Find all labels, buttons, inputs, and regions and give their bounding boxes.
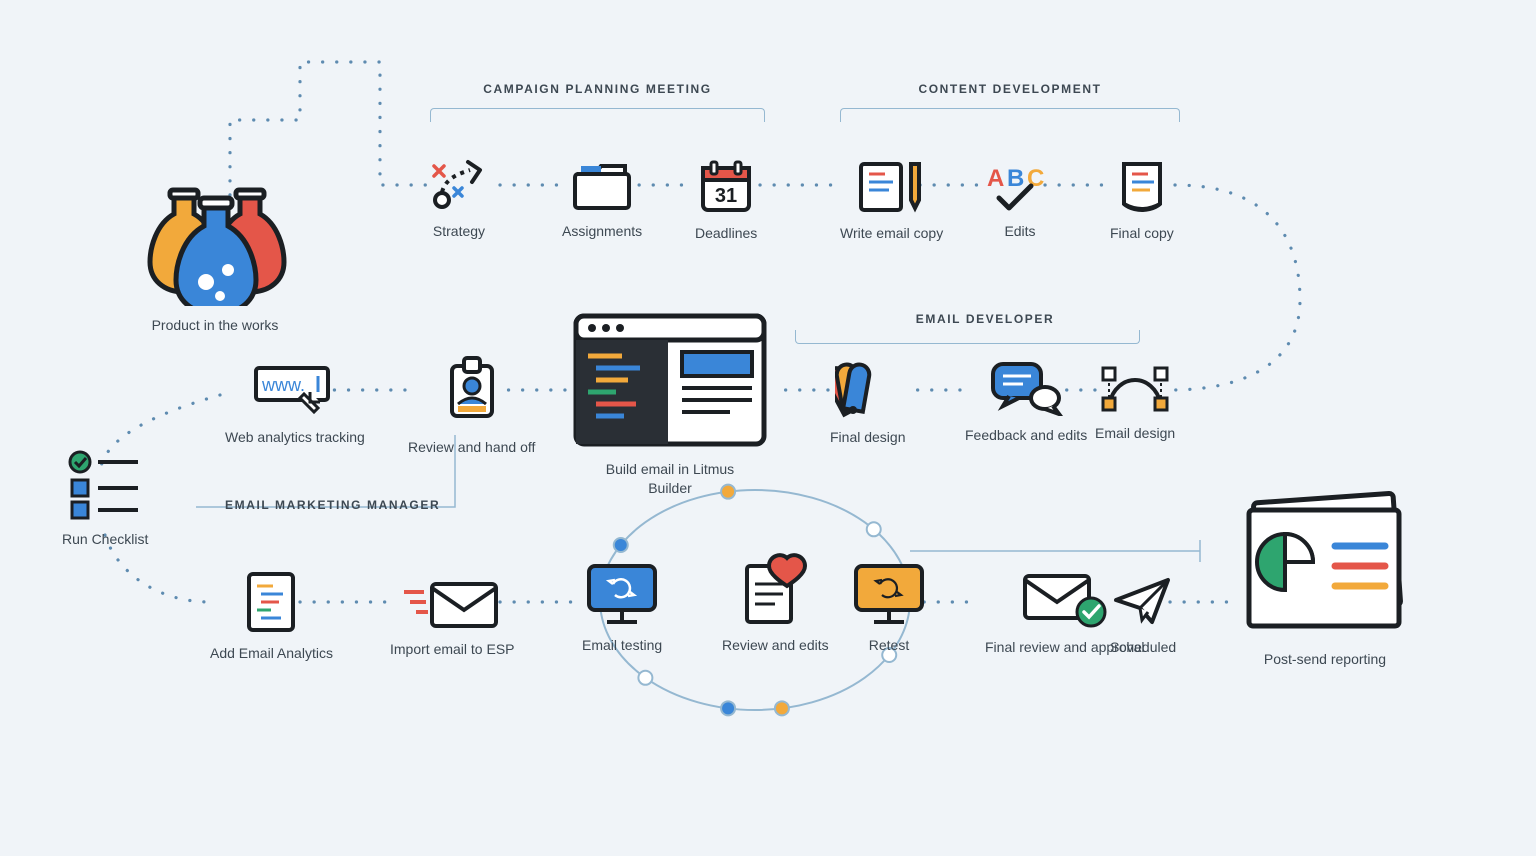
node-emaildesign-label: Email design xyxy=(1095,424,1175,443)
write-icon xyxy=(857,158,927,214)
node-finalcopy: Final copy xyxy=(1110,158,1174,243)
www-icon: www. xyxy=(252,364,338,418)
node-writecopy-label: Write email copy xyxy=(840,224,943,243)
node-writecopy: Write email copy xyxy=(840,158,943,243)
node-retest: Retest xyxy=(850,560,928,655)
builder-icon xyxy=(570,310,770,450)
node-strategy-label: Strategy xyxy=(433,222,485,241)
svg-text:31: 31 xyxy=(715,185,737,207)
section-campaign-label: CAMPAIGN PLANNING MEETING xyxy=(430,82,765,96)
section-emaildev-label: EMAIL DEVELOPER xyxy=(830,312,1140,326)
node-edits-label: Edits xyxy=(1004,222,1035,241)
checklist-icon xyxy=(66,450,144,520)
node-edits: A B C Edits xyxy=(985,164,1055,241)
node-reviewedits-label: Review and edits xyxy=(722,636,829,655)
section-content-bracket xyxy=(840,108,1180,122)
node-assignments-label: Assignments xyxy=(562,222,642,241)
node-deadlines-label: Deadlines xyxy=(695,224,757,243)
envelope-check-icon xyxy=(1021,570,1109,628)
node-webanalytics-label: Web analytics tracking xyxy=(225,428,365,447)
node-strategy: Strategy xyxy=(430,158,488,241)
section-campaign-bracket xyxy=(430,108,765,122)
node-finalcopy-label: Final copy xyxy=(1110,224,1174,243)
envelope-speed-icon xyxy=(402,578,502,630)
badge-icon xyxy=(442,354,502,428)
node-review-label: Review and hand off xyxy=(408,438,535,457)
svg-text:B: B xyxy=(1007,165,1024,192)
node-scheduled-label: Scheduled xyxy=(1110,638,1176,657)
beakers-icon xyxy=(130,176,300,306)
bezier-icon xyxy=(1099,360,1171,414)
node-assignments: Assignments xyxy=(562,158,642,241)
node-finaldesign: Final design xyxy=(830,360,906,447)
report-icon xyxy=(1235,490,1415,640)
svg-text:www.: www. xyxy=(261,375,305,395)
node-reporting-label: Post-send reporting xyxy=(1264,650,1386,669)
node-webanalytics: www. Web analytics tracking xyxy=(225,364,365,447)
node-testing-label: Email testing xyxy=(582,636,662,655)
node-product-label: Product in the works xyxy=(152,316,279,335)
paperplane-icon xyxy=(1112,576,1174,628)
doc-heart-icon xyxy=(739,552,811,626)
section-content-label: CONTENT DEVELOPMENT xyxy=(840,82,1180,96)
node-checklist-label: Run Checklist xyxy=(62,530,148,549)
node-import-label: Import email to ESP xyxy=(390,640,515,659)
node-deadlines: 31 Deadlines xyxy=(695,158,757,243)
node-product: Product in the works xyxy=(130,176,300,335)
folder-icon xyxy=(571,158,633,212)
node-emaildesign: Email design xyxy=(1095,360,1175,443)
node-build: Build email in Litmus Builder xyxy=(570,310,770,498)
svg-text:A: A xyxy=(987,165,1004,192)
node-reporting: Post-send reporting xyxy=(1235,490,1415,669)
node-feedback-label: Feedback and edits xyxy=(965,426,1087,445)
finalcopy-icon xyxy=(1114,158,1170,214)
section-emm-label: EMAIL MARKETING MANAGER xyxy=(225,498,440,512)
node-checklist: Run Checklist xyxy=(62,450,148,549)
node-retest-label: Retest xyxy=(869,636,909,655)
node-reviewedits: Review and edits xyxy=(722,552,829,655)
section-emaildev-bracket xyxy=(795,330,1140,344)
node-review: Review and hand off xyxy=(408,354,535,457)
swatch-icon xyxy=(835,360,901,418)
calendar-icon: 31 xyxy=(697,158,755,214)
node-analytics-label: Add Email Analytics xyxy=(210,644,333,663)
node-build-label: Build email in Litmus Builder xyxy=(590,460,750,498)
node-testing: Email testing xyxy=(582,560,662,655)
abc-check-icon: A B C xyxy=(985,164,1055,212)
strategy-icon xyxy=(430,158,488,212)
node-finaldesign-label: Final design xyxy=(830,428,906,447)
node-analytics: Add Email Analytics xyxy=(210,570,333,663)
monitor-orange-icon xyxy=(850,560,928,626)
chat-icon xyxy=(989,360,1063,416)
node-feedback: Feedback and edits xyxy=(965,360,1087,445)
node-scheduled: Scheduled xyxy=(1110,576,1176,657)
node-import: Import email to ESP xyxy=(390,578,515,659)
doc-code-icon xyxy=(243,570,299,634)
monitor-blue-icon xyxy=(583,560,661,626)
